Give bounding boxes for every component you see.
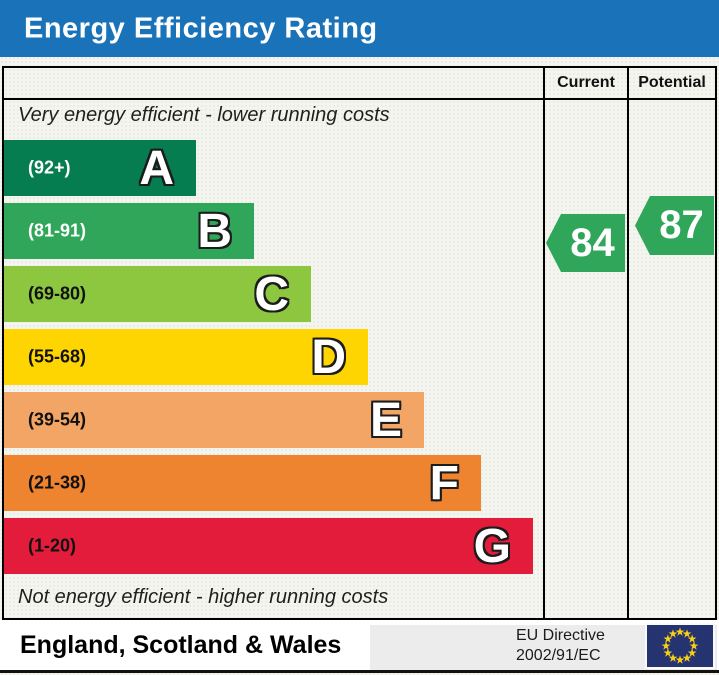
potential-column-header: Potential [638,74,706,91]
band-range-label: (92+) [28,157,71,178]
current-rating-arrow: 84 [546,214,625,272]
eu-directive-text: EU Directive 2002/91/EC [516,626,605,666]
eu-directive-line1: EU Directive [516,627,605,644]
band-range-label: (39-54) [28,409,87,430]
band-row-f: (21-38) F [4,455,481,511]
band-row-d: (55-68) D [4,329,368,385]
band-letter: A [139,142,174,195]
eu-flag-icon [645,623,715,669]
band-letter: G [473,520,511,573]
band-row-g: (1-20) G [4,518,533,574]
potential-rating-value: 87 [659,203,704,247]
caption-very-efficient: Very energy efficient - lower running co… [18,104,390,126]
band-letter: C [254,268,289,321]
footer-bar: England, Scotland & Wales EU Directive 2… [0,620,719,673]
band-row-a: (92+) A [4,140,196,196]
current-column-header: Current [557,74,615,91]
current-column-divider [543,68,545,618]
potential-rating-arrow: 87 [635,196,714,255]
column-header-row [4,68,715,100]
band-letter: E [369,394,402,447]
region-label: England, Scotland & Wales [20,631,342,659]
band-range-label: (1-20) [28,535,77,556]
title-bar: Energy Efficiency Rating [0,0,719,57]
band-row-c: (69-80) C [4,266,311,322]
energy-rating-chart: Current Potential Very energy efficient … [2,66,717,620]
eu-directive-line2: 2002/91/EC [516,647,601,664]
band-range-label: (69-80) [28,283,87,304]
band-range-label: (81-91) [28,220,87,241]
band-letter: D [311,331,346,384]
band-row-b: (81-91) B [4,203,254,259]
page-title: Energy Efficiency Rating [24,12,378,44]
caption-not-efficient: Not energy efficient - higher running co… [18,586,389,608]
band-row-e: (39-54) E [4,392,424,448]
band-range-label: (21-38) [28,472,87,493]
band-letter: F [429,457,459,510]
band-letter: B [197,205,232,258]
band-range-label: (55-68) [28,346,87,367]
potential-column-divider [627,68,629,618]
current-rating-value: 84 [570,220,615,265]
